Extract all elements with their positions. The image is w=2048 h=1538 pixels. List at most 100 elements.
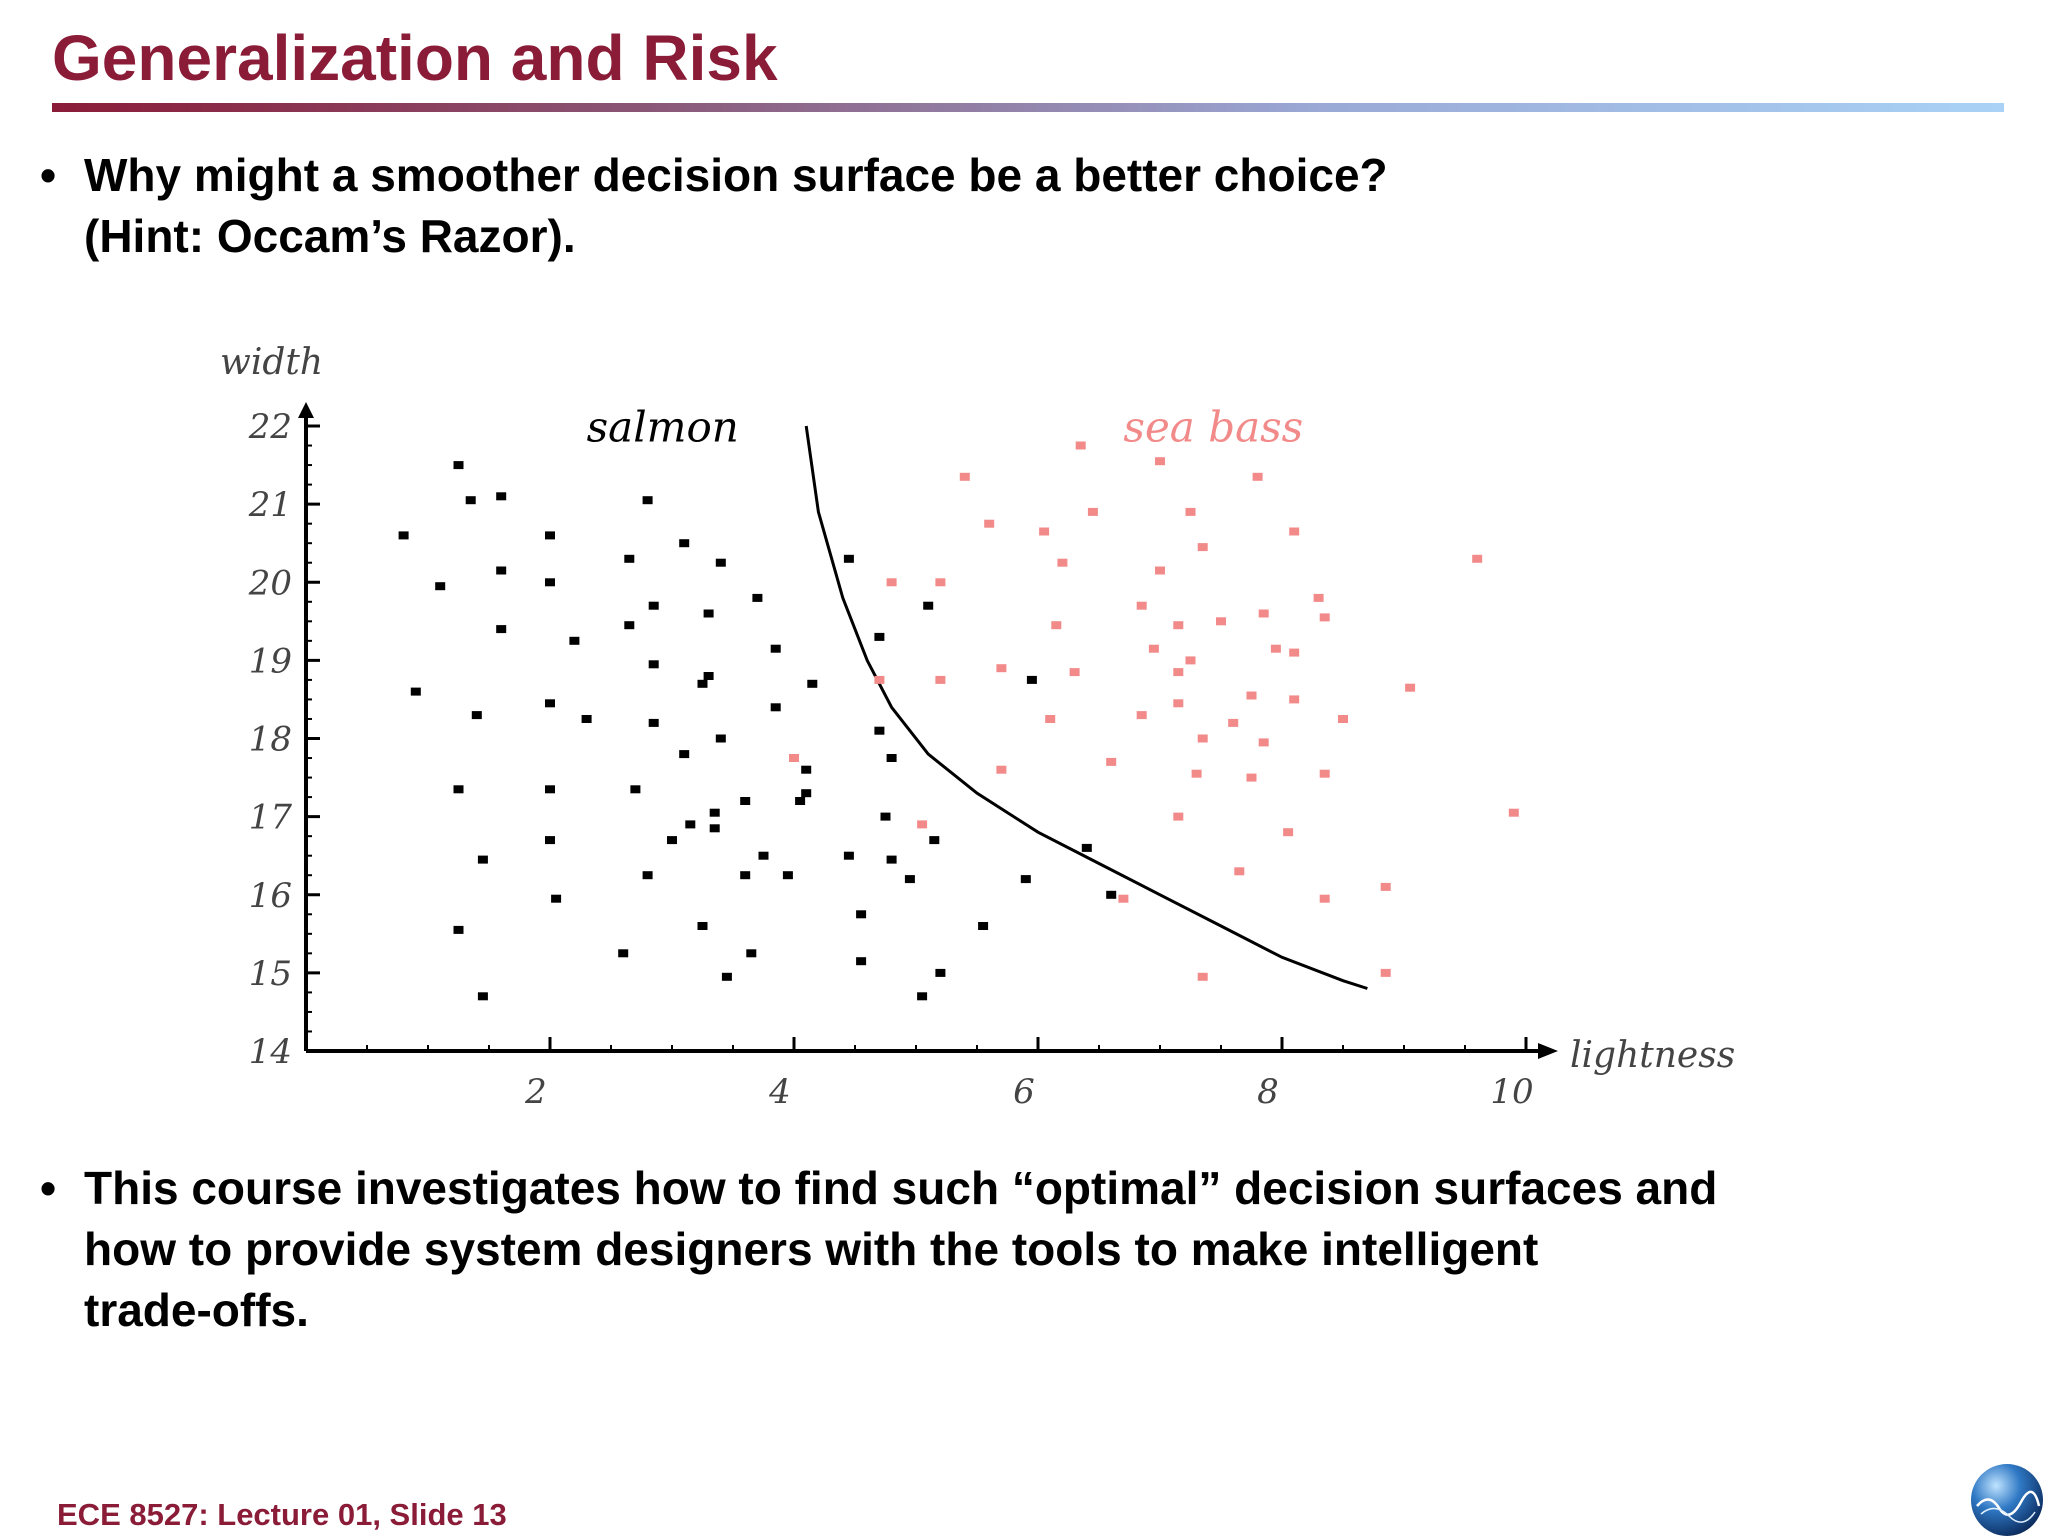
y-tick-label: 15 bbox=[249, 954, 292, 994]
salmon-point bbox=[453, 925, 464, 934]
sea-bass-point bbox=[1380, 882, 1391, 891]
class-label: salmon bbox=[587, 403, 739, 452]
sea-bass-point bbox=[1252, 472, 1263, 481]
salmon-point bbox=[477, 992, 488, 1001]
decision-boundary-group bbox=[804, 425, 1368, 990]
sea-bass-point bbox=[1148, 644, 1159, 653]
salmon-point bbox=[545, 785, 555, 794]
salmon-point bbox=[551, 894, 562, 903]
salmon-point bbox=[642, 871, 653, 880]
salmon-point bbox=[545, 578, 555, 587]
sea-bass-point bbox=[1185, 507, 1196, 516]
salmon-point bbox=[685, 820, 696, 829]
salmon-point bbox=[801, 765, 812, 774]
sea-bass-point bbox=[1173, 699, 1184, 708]
sea-bass-point bbox=[935, 675, 946, 684]
sea-bass-point bbox=[996, 765, 1007, 774]
x-tick-label: 4 bbox=[768, 1072, 791, 1112]
globe-icon bbox=[1971, 1464, 2043, 1536]
sea-bass-point bbox=[1405, 683, 1416, 692]
salmon-point bbox=[795, 797, 806, 805]
salmon-point bbox=[923, 601, 934, 610]
salmon-point bbox=[545, 699, 555, 708]
salmon-point bbox=[630, 785, 641, 794]
sea-bass-point bbox=[1472, 554, 1483, 563]
salmon-point bbox=[935, 968, 946, 977]
salmon-point bbox=[667, 836, 677, 845]
salmon-point bbox=[709, 824, 720, 833]
salmon-point bbox=[624, 554, 635, 563]
salmon-point bbox=[569, 636, 580, 645]
y-tick-label: 18 bbox=[249, 720, 292, 760]
sea-bass-point bbox=[1319, 613, 1330, 622]
salmon-point bbox=[545, 531, 555, 540]
class-label: sea bass bbox=[1123, 403, 1303, 452]
scatter-chart: 2 4 6 8 10 14 15 16 17 18 19 20 21 22 lightness width sa… bbox=[220, 342, 1735, 1112]
salmon-point bbox=[807, 679, 818, 688]
bullet-2-line-1: This course investigates how to find suc… bbox=[84, 1162, 1718, 1214]
salmon-point bbox=[648, 601, 659, 610]
salmon-point bbox=[886, 855, 897, 864]
sea-bass-point bbox=[1380, 968, 1391, 977]
x-tick-label: 2 bbox=[524, 1072, 547, 1112]
bullet-1-line-1: Why might a smoother decision surface be… bbox=[84, 149, 1388, 201]
x-tick-label: 8 bbox=[1257, 1072, 1279, 1112]
sea-bass-point bbox=[1289, 527, 1300, 536]
title-underline bbox=[52, 103, 2004, 112]
y-tick-label: 20 bbox=[248, 563, 292, 603]
salmon-point bbox=[740, 871, 751, 880]
salmon-point bbox=[801, 789, 812, 798]
salmon-point bbox=[703, 609, 714, 618]
salmon-point bbox=[770, 644, 781, 653]
salmon-point bbox=[709, 808, 720, 817]
sea-bass-point bbox=[1289, 695, 1300, 704]
x-tick-label: 6 bbox=[1013, 1072, 1035, 1112]
salmon-point bbox=[618, 949, 629, 958]
salmon-point bbox=[758, 851, 769, 860]
salmon-point bbox=[648, 660, 659, 669]
salmon-point bbox=[770, 703, 781, 712]
sea-bass-point bbox=[1136, 601, 1147, 610]
sea-bass-point bbox=[1319, 769, 1330, 778]
sea-bass-point bbox=[1283, 828, 1294, 837]
bullet-2-line-2: how to provide system designers with the… bbox=[84, 1223, 1539, 1275]
sea-bass-point bbox=[1039, 527, 1050, 536]
sea-bass-point bbox=[1045, 715, 1056, 723]
salmon-point bbox=[477, 855, 488, 864]
salmon-point bbox=[856, 957, 867, 966]
salmon-point bbox=[1026, 675, 1037, 684]
sea-bass-point bbox=[1246, 691, 1257, 700]
sea-bass-point bbox=[1197, 972, 1208, 981]
salmon-point bbox=[624, 621, 635, 630]
sea-bass-point bbox=[1508, 808, 1519, 817]
sea-bass-point bbox=[1173, 668, 1184, 677]
sea-bass-point bbox=[1069, 668, 1080, 677]
slide-title: Generalization and Risk bbox=[52, 22, 778, 94]
salmon-point bbox=[648, 718, 659, 727]
sea-bass-point bbox=[1258, 609, 1269, 618]
y-tick-label: 22 bbox=[248, 407, 292, 447]
salmon-point bbox=[929, 836, 940, 845]
salmon-point bbox=[740, 797, 751, 805]
salmon-point bbox=[453, 785, 464, 794]
sea-bass-point bbox=[1289, 648, 1300, 657]
salmon-point bbox=[746, 949, 757, 958]
sea-bass-point bbox=[1197, 543, 1208, 552]
sea-bass-point bbox=[1057, 558, 1068, 567]
salmon-point bbox=[398, 531, 409, 540]
y-tick-label: 17 bbox=[249, 798, 293, 838]
salmon-point bbox=[642, 496, 653, 505]
salmon-point bbox=[856, 910, 867, 919]
salmon-point bbox=[465, 496, 476, 505]
bullet-1: • Why might a smoother decision surface … bbox=[40, 145, 1388, 267]
sea-bass-point bbox=[1106, 757, 1117, 766]
salmon-point bbox=[715, 734, 726, 743]
salmon-point bbox=[703, 672, 714, 680]
bullet-1-line-2: (Hint: Occam’s Razor). bbox=[84, 210, 576, 262]
sea-bass-point bbox=[1338, 715, 1348, 723]
decision-boundary bbox=[804, 425, 1368, 990]
salmon-point bbox=[978, 922, 989, 930]
sea-bass-point bbox=[1185, 656, 1196, 665]
salmon-point bbox=[453, 461, 464, 470]
data-points bbox=[398, 441, 1519, 1001]
